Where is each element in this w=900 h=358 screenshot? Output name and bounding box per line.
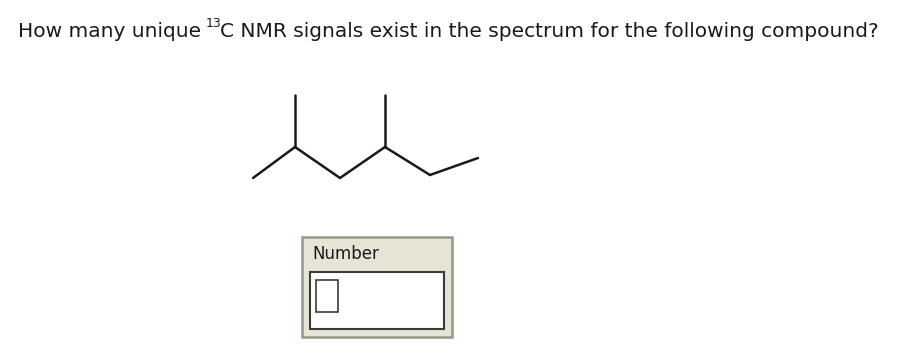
- Text: C NMR signals exist in the spectrum for the following compound?: C NMR signals exist in the spectrum for …: [220, 22, 879, 41]
- Text: How many unique: How many unique: [18, 22, 208, 41]
- Bar: [310, 272, 444, 329]
- Bar: [302, 237, 452, 337]
- Text: Number: Number: [312, 245, 379, 263]
- Bar: [316, 280, 338, 312]
- Text: 13: 13: [205, 17, 221, 30]
